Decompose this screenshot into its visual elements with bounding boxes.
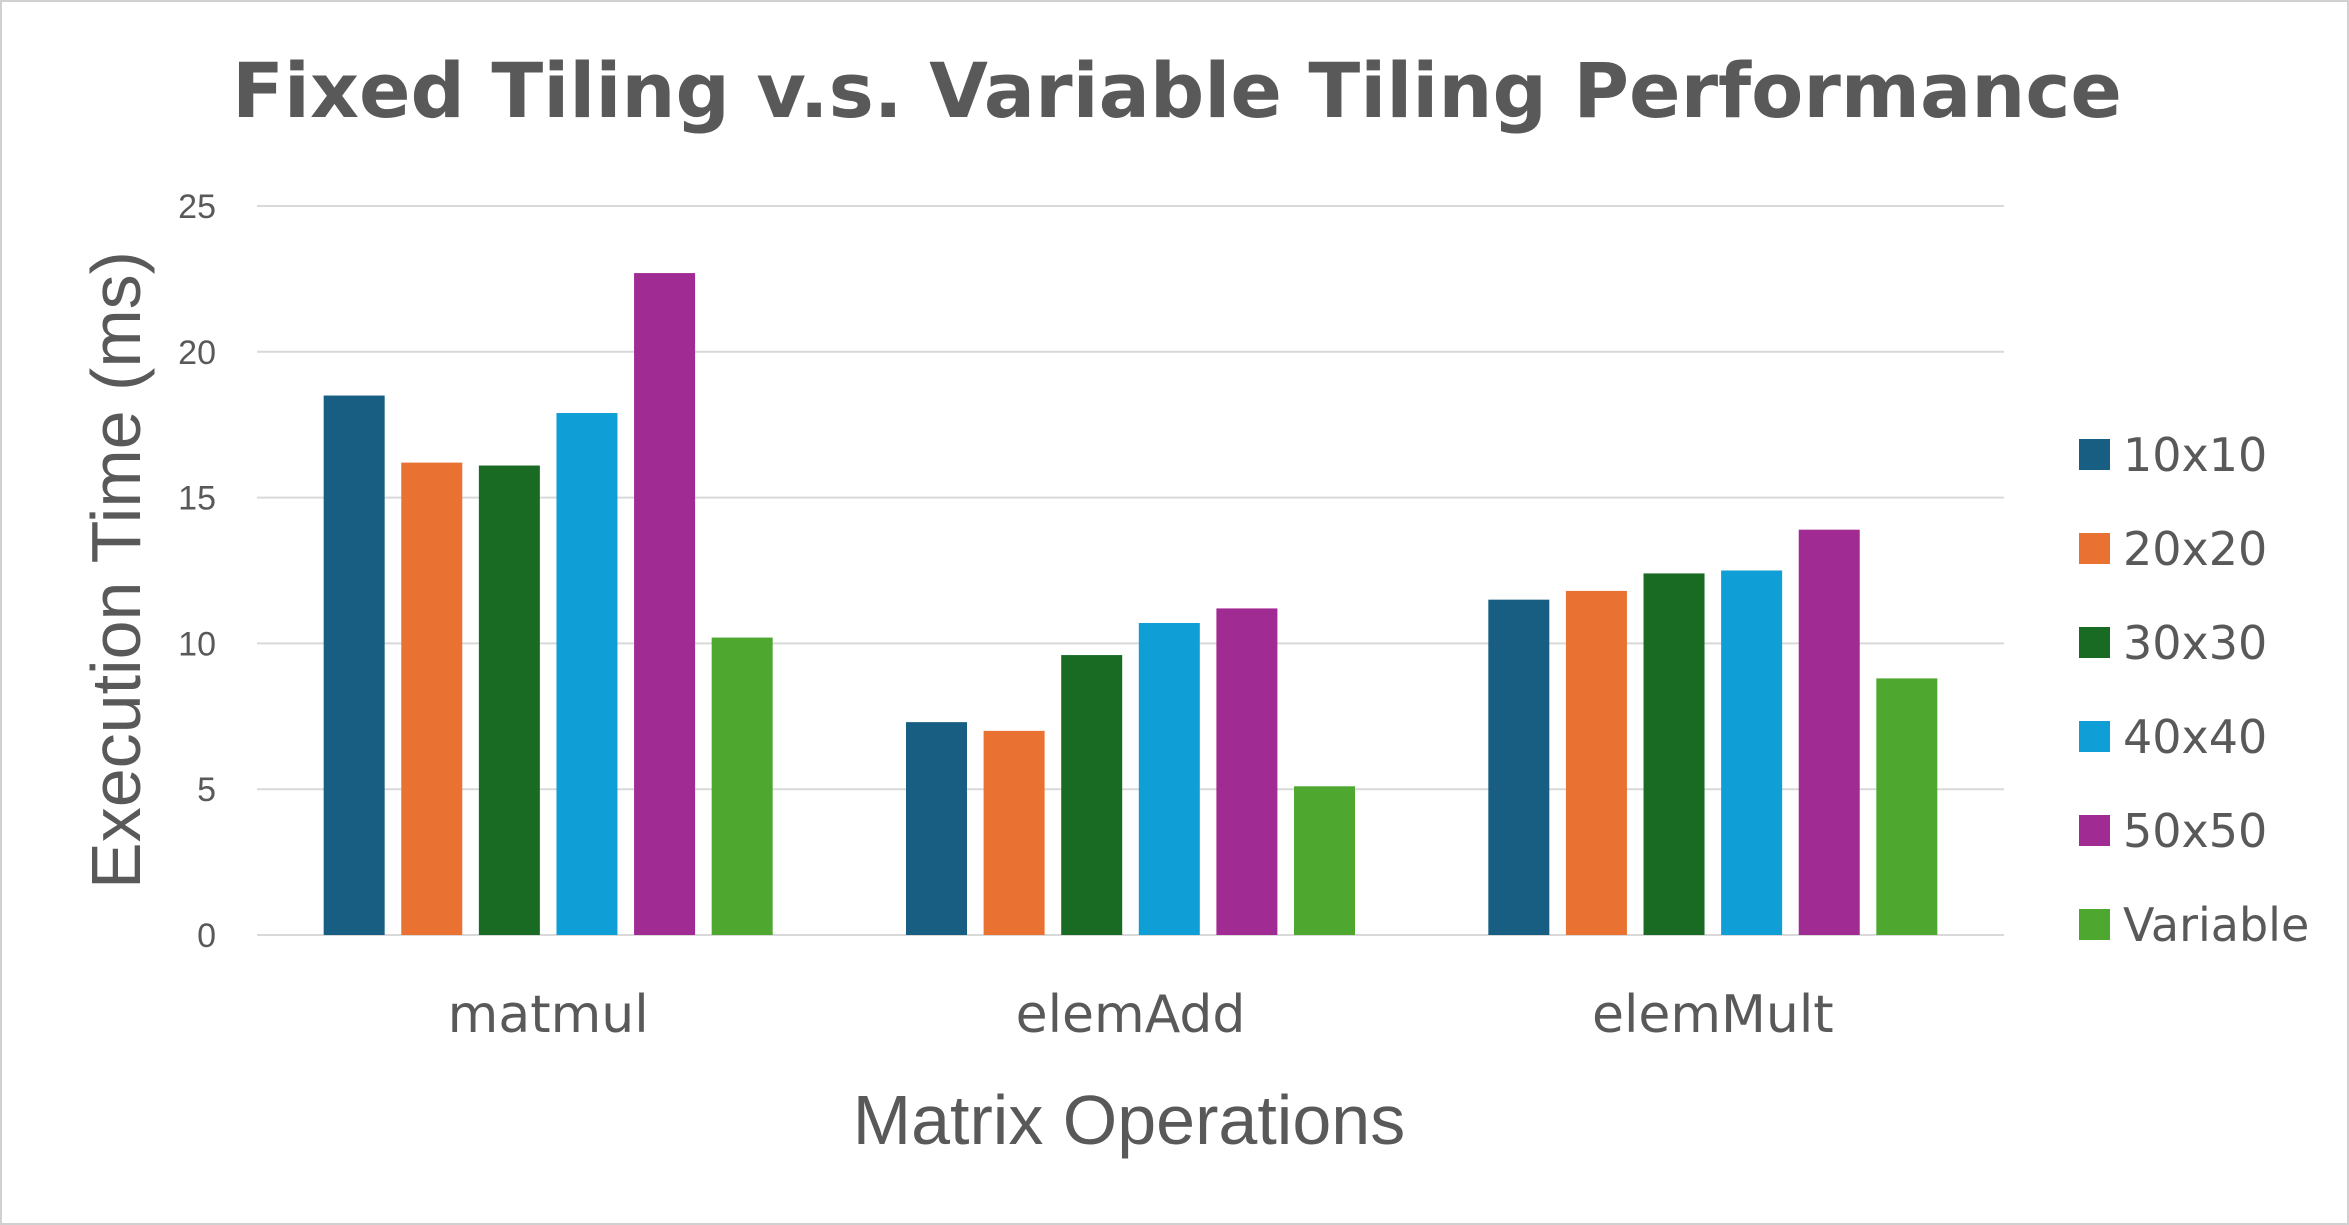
y-tick-label: 25 [178, 188, 216, 226]
chart-title: Fixed Tiling v.s. Variable Tiling Perfor… [232, 46, 2122, 135]
legend-label: 40x40 [2123, 710, 2267, 764]
bar-elemAdd-20x20 [983, 730, 1045, 935]
bar-elemMult-10x10 [1488, 599, 1550, 935]
legend-swatch [2079, 533, 2110, 564]
y-tick-label: 15 [178, 480, 216, 518]
bar-elemAdd-40x40 [1138, 622, 1200, 935]
bar-elemAdd-10x10 [906, 722, 967, 935]
bar-elemAdd-50x50 [1216, 608, 1278, 935]
bar-elemAdd-Variable [1294, 786, 1355, 935]
legend: 10x10 20x20 30x30 40x40 50x50 Variable [2079, 428, 2309, 952]
legend-swatch [2079, 909, 2110, 940]
y-tick-label: 10 [178, 625, 216, 663]
legend-swatch [2079, 721, 2110, 752]
legend-label: 50x50 [2123, 804, 2267, 858]
bar-matmul-10x10 [323, 395, 385, 935]
bar-matmul-40x40 [556, 413, 618, 935]
bar-elemMult-20x20 [1565, 590, 1627, 935]
y-tick-label: 0 [197, 917, 216, 955]
x-category-label: matmul [448, 985, 649, 1045]
bar-matmul-30x30 [478, 465, 540, 935]
y-tick-label: 20 [178, 334, 216, 372]
bar-matmul-50x50 [634, 273, 696, 935]
legend-label: 10x10 [2123, 428, 2267, 482]
x-axis-title: Matrix Operations [853, 1081, 1405, 1159]
y-axis-ticks: 0 5 10 15 20 25 [178, 188, 216, 955]
bar-elemMult-50x50 [1798, 529, 1860, 935]
bar-elemMult-30x30 [1643, 573, 1705, 935]
bars [323, 273, 1938, 935]
y-tick-label: 5 [197, 771, 216, 809]
legend-label: Variable [2123, 898, 2309, 952]
bar-elemMult-40x40 [1721, 570, 1783, 935]
x-category-label: elemAdd [1016, 985, 1246, 1045]
y-axis-title: Execution Time (ms) [77, 251, 155, 889]
legend-label: 20x20 [2123, 522, 2267, 576]
legend-swatch [2079, 815, 2110, 846]
grid [257, 205, 2004, 936]
x-axis-categories: matmul elemAdd elemMult [448, 985, 1834, 1045]
bar-elemMult-Variable [1876, 678, 1938, 935]
legend-swatch [2079, 627, 2110, 658]
bar-matmul-20x20 [401, 462, 463, 935]
bar-elemAdd-30x30 [1061, 655, 1123, 935]
bar-matmul-Variable [711, 637, 773, 935]
x-category-label: elemMult [1592, 985, 1834, 1045]
legend-label: 30x30 [2123, 616, 2267, 670]
legend-swatch [2079, 439, 2110, 470]
